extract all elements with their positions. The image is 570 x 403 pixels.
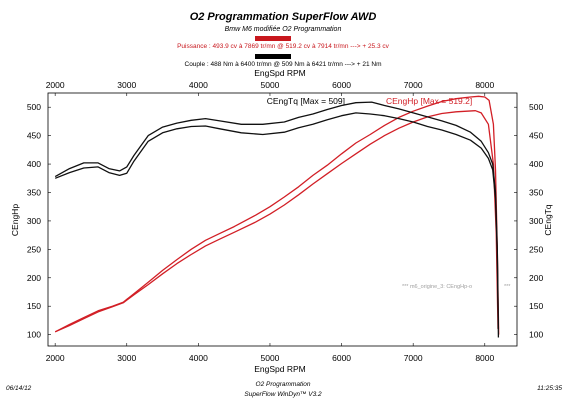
- x-tick-label-top: 3000: [117, 80, 136, 90]
- y-tick-label-right: 100: [529, 330, 543, 340]
- overlay-note-tail: ***: [504, 284, 511, 290]
- plot-frame: [47, 92, 518, 347]
- series-line-hp_modified: [54, 95, 500, 335]
- y-tick-label-right: 350: [529, 187, 543, 197]
- legend-power: CEngHp [Max = 519.2]: [386, 96, 472, 106]
- x-tick-label-bottom: 4000: [189, 353, 208, 363]
- y-tick-label-right: 500: [529, 102, 543, 112]
- footer-company: O2 Programmation: [256, 381, 311, 388]
- y-tick-label-right: 400: [529, 159, 543, 169]
- power-summary: Puissance : 493.9 cv à 7869 tr/mn @ 519.…: [177, 43, 390, 50]
- y-tick-label-right: 200: [529, 273, 543, 283]
- y-tick-label-left: 350: [27, 187, 41, 197]
- torque-summary: Couple : 488 Nm à 6400 tr/mn @ 509 Nm à …: [185, 61, 382, 68]
- y-tick-label-left: 300: [27, 216, 41, 226]
- y-tick-label-right: 150: [529, 301, 543, 311]
- y-tick-label-left: 400: [27, 159, 41, 169]
- x-tick-label-top: 8000: [475, 80, 494, 90]
- x-tick-label-bottom: 5000: [261, 353, 280, 363]
- series-line-tq_modified: [54, 101, 500, 329]
- x-axis-label-top: EngSpd RPM: [254, 68, 306, 78]
- torque-legend-swatch: [255, 54, 291, 59]
- x-tick-label-top: 4000: [189, 80, 208, 90]
- x-tick-label-top: 5000: [261, 80, 280, 90]
- power-legend-swatch: [255, 36, 291, 41]
- y-tick-label-left: 200: [27, 273, 41, 283]
- footer-time: 11:25:35: [537, 385, 562, 392]
- x-tick-label-bottom: 2000: [46, 353, 65, 363]
- legend-torque: CEngTq [Max = 509]: [267, 96, 345, 106]
- y-axis-label-left: CEngHp: [10, 204, 20, 236]
- y-tick-label-left: 100: [27, 330, 41, 340]
- y-axis-label-right: CEngTq: [543, 204, 553, 235]
- y-tick-label-right: 300: [529, 216, 543, 226]
- x-tick-label-bottom: 3000: [117, 353, 136, 363]
- series-line-hp_original: [54, 110, 499, 333]
- x-tick-label-bottom: 7000: [404, 353, 423, 363]
- x-ticks-top: 2000 3000 4000 5000 6000 7000 8000: [46, 80, 494, 96]
- x-tick-label-top: 7000: [404, 80, 423, 90]
- x-axis-label-bottom: EngSpd RPM: [254, 364, 306, 374]
- y-ticks-left: 100 150 200 250 300 350 400 450 500: [27, 102, 51, 340]
- x-tick-label-top: 6000: [332, 80, 351, 90]
- x-tick-label-top: 2000: [46, 80, 65, 90]
- y-tick-label-left: 500: [27, 102, 41, 112]
- x-ticks-bottom: 2000 3000 4000 5000 6000 7000 8000: [46, 343, 494, 363]
- chart-title: O2 Programmation SuperFlow AWD: [190, 11, 377, 23]
- overlay-note: *** m6_origine_3: CEngHp-o: [402, 284, 472, 290]
- footer-software: SuperFlow WinDyn™ V3.2: [244, 391, 322, 398]
- y-tick-label-right: 250: [529, 244, 543, 254]
- y-tick-label-left: 150: [27, 301, 41, 311]
- y-tick-label-right: 450: [529, 131, 543, 141]
- y-tick-label-left: 450: [27, 131, 41, 141]
- chart-subtitle: Bmw M6 modifiée O2 Programmation: [225, 26, 342, 33]
- series-line-tq_original: [54, 112, 500, 338]
- y-ticks-right: 100 150 200 250 300 350 400 450 500: [514, 102, 543, 340]
- x-tick-label-bottom: 8000: [475, 353, 494, 363]
- series-layer: [54, 95, 500, 338]
- footer-date: 06/14/12: [6, 385, 32, 392]
- x-tick-label-bottom: 6000: [332, 353, 351, 363]
- y-tick-label-left: 250: [27, 244, 41, 254]
